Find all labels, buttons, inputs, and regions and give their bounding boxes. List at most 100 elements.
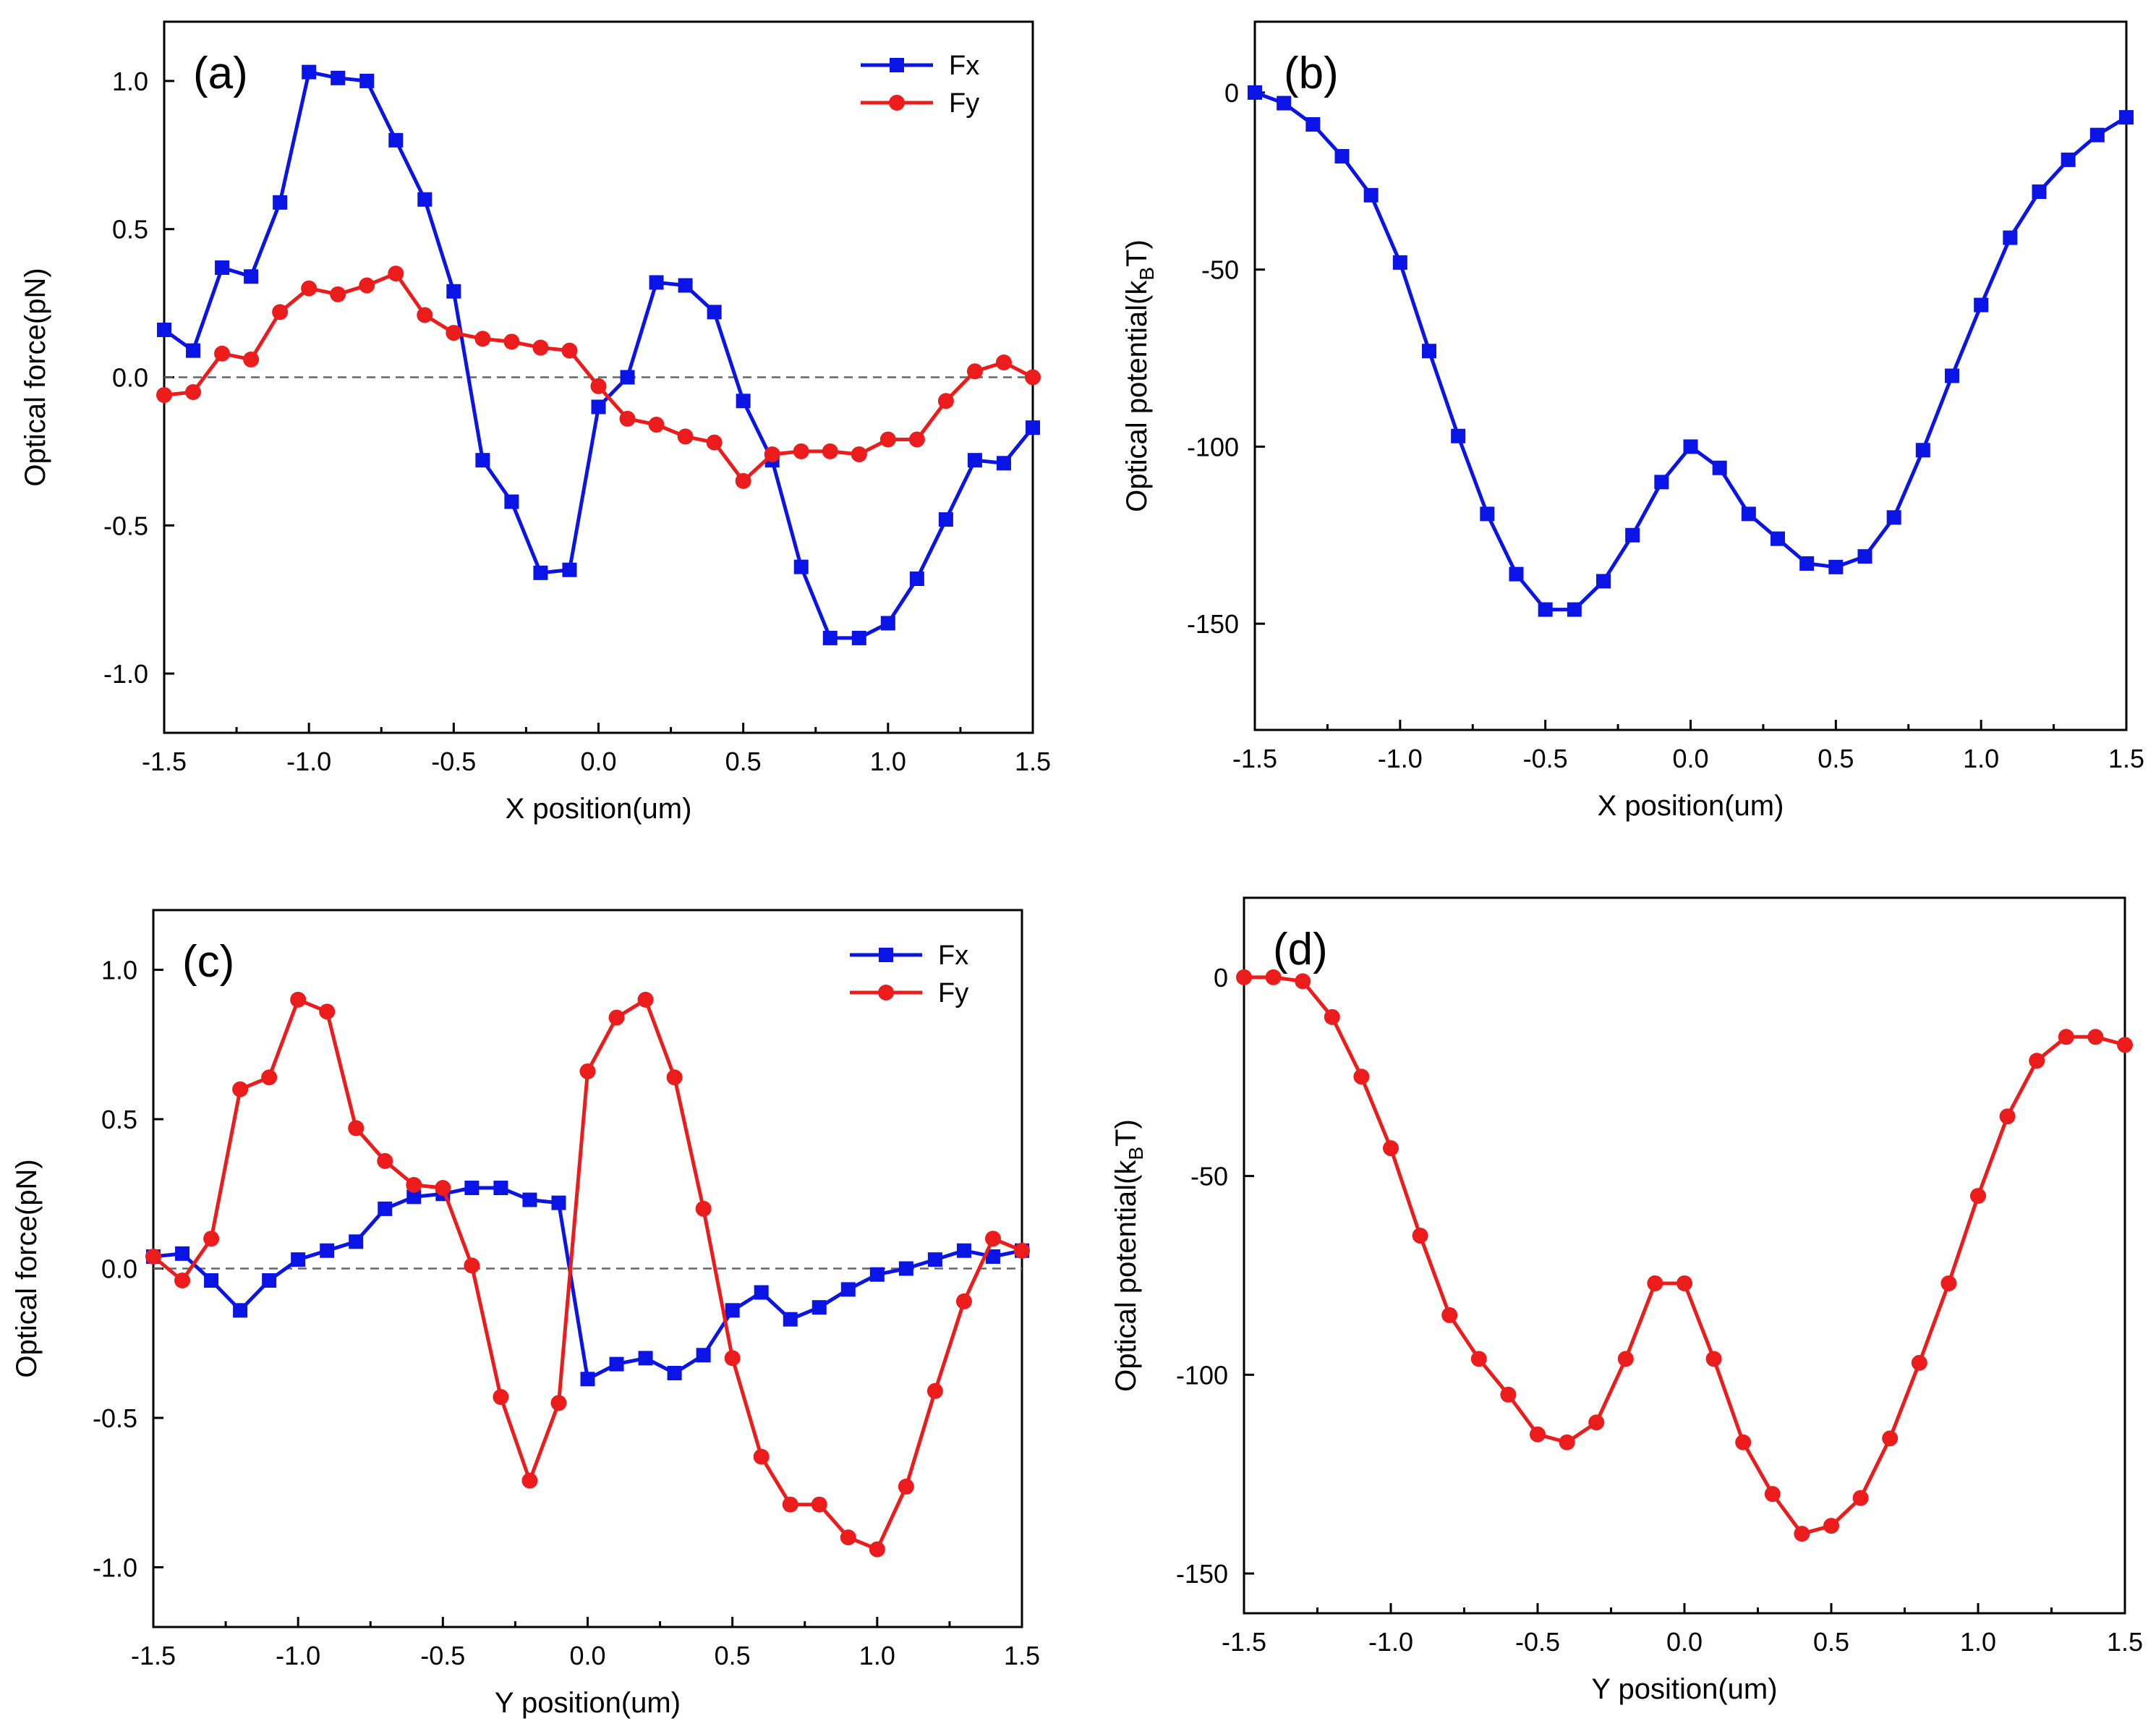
- data-point-fy: [937, 393, 954, 409]
- data-point-fy: [955, 1293, 972, 1309]
- x-tick-label: -1.0: [1368, 1627, 1413, 1657]
- data-point-fy: [995, 354, 1012, 371]
- data-point-fx: [783, 1312, 798, 1327]
- data-point-potential: [2058, 1029, 2074, 1045]
- data-point-fx: [880, 616, 895, 631]
- panel-label: (c): [182, 937, 234, 987]
- x-tick-label: -0.5: [431, 747, 476, 776]
- y-tick-label: -1.0: [103, 659, 148, 689]
- data-point-fy: [706, 434, 723, 451]
- data-point-fy: [840, 1529, 856, 1546]
- data-point-fx: [707, 305, 722, 320]
- data-point-fy: [185, 383, 202, 400]
- data-point-fx: [793, 559, 809, 574]
- data-point-potential: [1509, 566, 1524, 582]
- data-point-fy: [879, 431, 896, 448]
- data-point-fy: [377, 1152, 393, 1169]
- data-point-fx: [522, 1192, 537, 1207]
- data-point-fy: [695, 1200, 712, 1217]
- series-line-fx: [153, 1186, 1023, 1381]
- data-point-fx: [378, 1201, 393, 1216]
- y-tick-label: 1.0: [112, 67, 148, 96]
- data-point-fy: [898, 1478, 914, 1495]
- data-point-fx: [1026, 420, 1040, 436]
- y-tick-label: 0.5: [101, 1105, 137, 1134]
- data-point-potential: [1974, 297, 1989, 313]
- data-point-fy: [666, 1069, 683, 1086]
- data-point-fy: [261, 1069, 278, 1086]
- x-tick-label: 0.5: [725, 747, 762, 776]
- panel-label: (a): [193, 48, 248, 98]
- y-axis-title: Optical force(pN): [20, 268, 51, 486]
- data-point-fy: [493, 1389, 509, 1406]
- data-point-potential: [1383, 1140, 1399, 1157]
- y-tick-label: -50: [1201, 255, 1239, 285]
- data-point-potential: [1823, 1518, 1839, 1534]
- data-point-fy: [811, 1496, 827, 1513]
- series-line-potential: [1254, 90, 2128, 612]
- data-point-fx: [869, 1267, 885, 1282]
- data-point-potential: [1647, 1275, 1663, 1291]
- data-point-fx: [446, 284, 461, 299]
- legend-label-fx: Fx: [938, 940, 968, 971]
- data-point-fx: [406, 1189, 422, 1205]
- data-point-potential: [1353, 1069, 1370, 1085]
- x-tick-label: -0.5: [420, 1641, 465, 1670]
- data-point-potential: [1771, 531, 1785, 546]
- x-tick-label: 0.5: [1818, 744, 1854, 773]
- data-point-fy: [359, 277, 375, 294]
- data-point-fy: [764, 446, 780, 462]
- x-tick-label: -1.5: [131, 1641, 176, 1670]
- data-point-fy: [464, 1257, 480, 1274]
- data-point-fx: [273, 195, 288, 210]
- data-point-fx: [725, 1303, 740, 1318]
- y-tick-label: 0.0: [112, 363, 148, 393]
- data-point-fx: [157, 322, 171, 337]
- data-point-fy: [388, 265, 404, 282]
- x-tick-label: 0.5: [715, 1641, 751, 1670]
- data-point-potential: [1945, 368, 1959, 383]
- x-tick-label: -0.5: [1515, 1627, 1560, 1657]
- data-point-fy: [926, 1382, 943, 1399]
- data-point-fx: [580, 1372, 595, 1387]
- data-point-potential: [2061, 152, 2076, 167]
- data-point-potential: [1530, 1426, 1546, 1443]
- x-tick-label: 1.0: [1960, 1627, 1996, 1657]
- data-point-potential: [1596, 574, 1611, 589]
- data-point-potential: [1625, 527, 1640, 543]
- y-tick-label: 0.0: [101, 1254, 137, 1284]
- data-point-potential: [2032, 184, 2047, 199]
- data-point-potential: [1940, 1275, 1957, 1291]
- x-tick-label: 1.0: [859, 1641, 895, 1670]
- x-axis-title: X position(um): [1598, 790, 1784, 822]
- data-point-fx: [811, 1300, 827, 1315]
- data-point-fy: [822, 443, 838, 459]
- data-point-fy: [406, 1176, 422, 1193]
- data-point-potential: [1295, 973, 1311, 990]
- data-point-fx: [204, 1273, 219, 1288]
- x-tick-label: -1.0: [1378, 744, 1423, 773]
- data-point-fx: [956, 1243, 971, 1258]
- series-line-fx: [163, 70, 1034, 640]
- data-point-potential: [1617, 1351, 1634, 1367]
- data-point-potential: [2087, 1029, 2104, 1045]
- x-tick-label: 0.0: [1672, 744, 1708, 773]
- data-point-fy: [290, 991, 307, 1008]
- data-point-fx: [927, 1252, 942, 1267]
- data-point-fy: [1025, 369, 1041, 386]
- x-axis-title: X position(um): [506, 793, 692, 825]
- data-point-fx: [754, 1285, 769, 1300]
- data-point-potential: [1794, 1526, 1810, 1542]
- data-point-fx: [638, 1351, 653, 1366]
- data-point-fx: [464, 1181, 480, 1196]
- y-tick-label: 0.5: [112, 215, 148, 245]
- data-point-fy: [753, 1448, 770, 1465]
- data-point-potential: [1857, 549, 1872, 564]
- data-point-fy: [272, 304, 289, 320]
- data-point-fy: [348, 1120, 365, 1137]
- data-point-potential: [2117, 1037, 2133, 1053]
- data-point-fy: [648, 417, 665, 433]
- data-point-potential: [1911, 1354, 1927, 1371]
- data-point-fx: [533, 565, 548, 580]
